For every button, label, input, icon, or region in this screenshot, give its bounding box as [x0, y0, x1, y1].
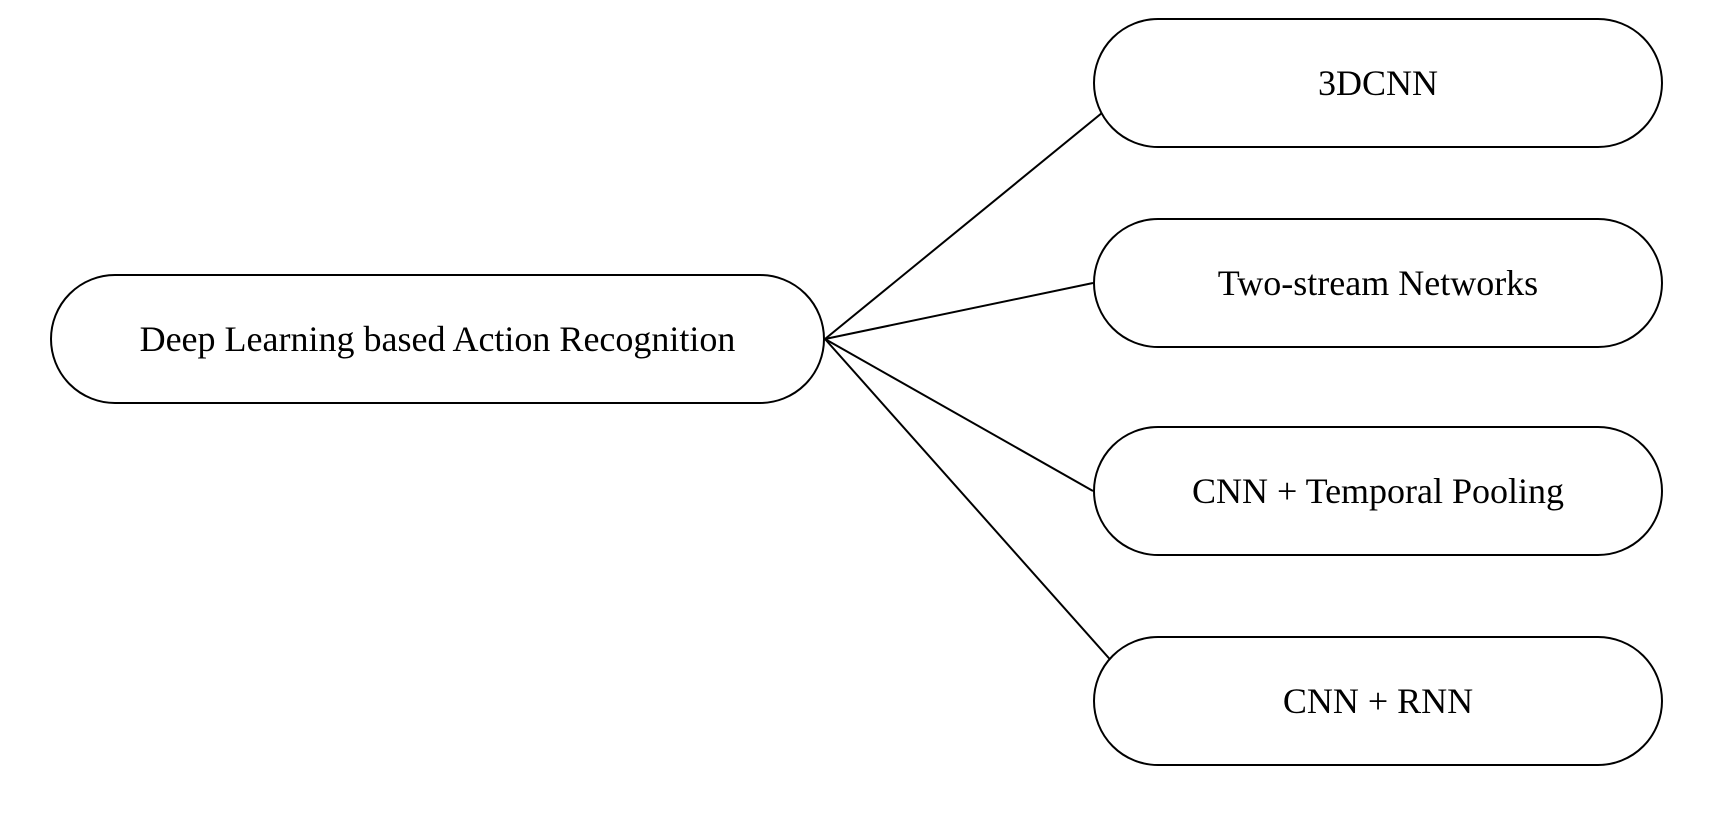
root-node: Deep Learning based Action Recognition: [50, 274, 825, 404]
child-node-3-label: CNN + RNN: [1283, 680, 1473, 722]
root-node-label: Deep Learning based Action Recognition: [140, 318, 736, 360]
child-node-1-label: Two-stream Networks: [1218, 262, 1538, 304]
child-node-1: Two-stream Networks: [1093, 218, 1663, 348]
child-node-0: 3DCNN: [1093, 18, 1663, 148]
child-node-0-label: 3DCNN: [1318, 62, 1438, 104]
child-node-3: CNN + RNN: [1093, 636, 1663, 766]
child-node-2-label: CNN + Temporal Pooling: [1192, 470, 1564, 512]
child-node-2: CNN + Temporal Pooling: [1093, 426, 1663, 556]
